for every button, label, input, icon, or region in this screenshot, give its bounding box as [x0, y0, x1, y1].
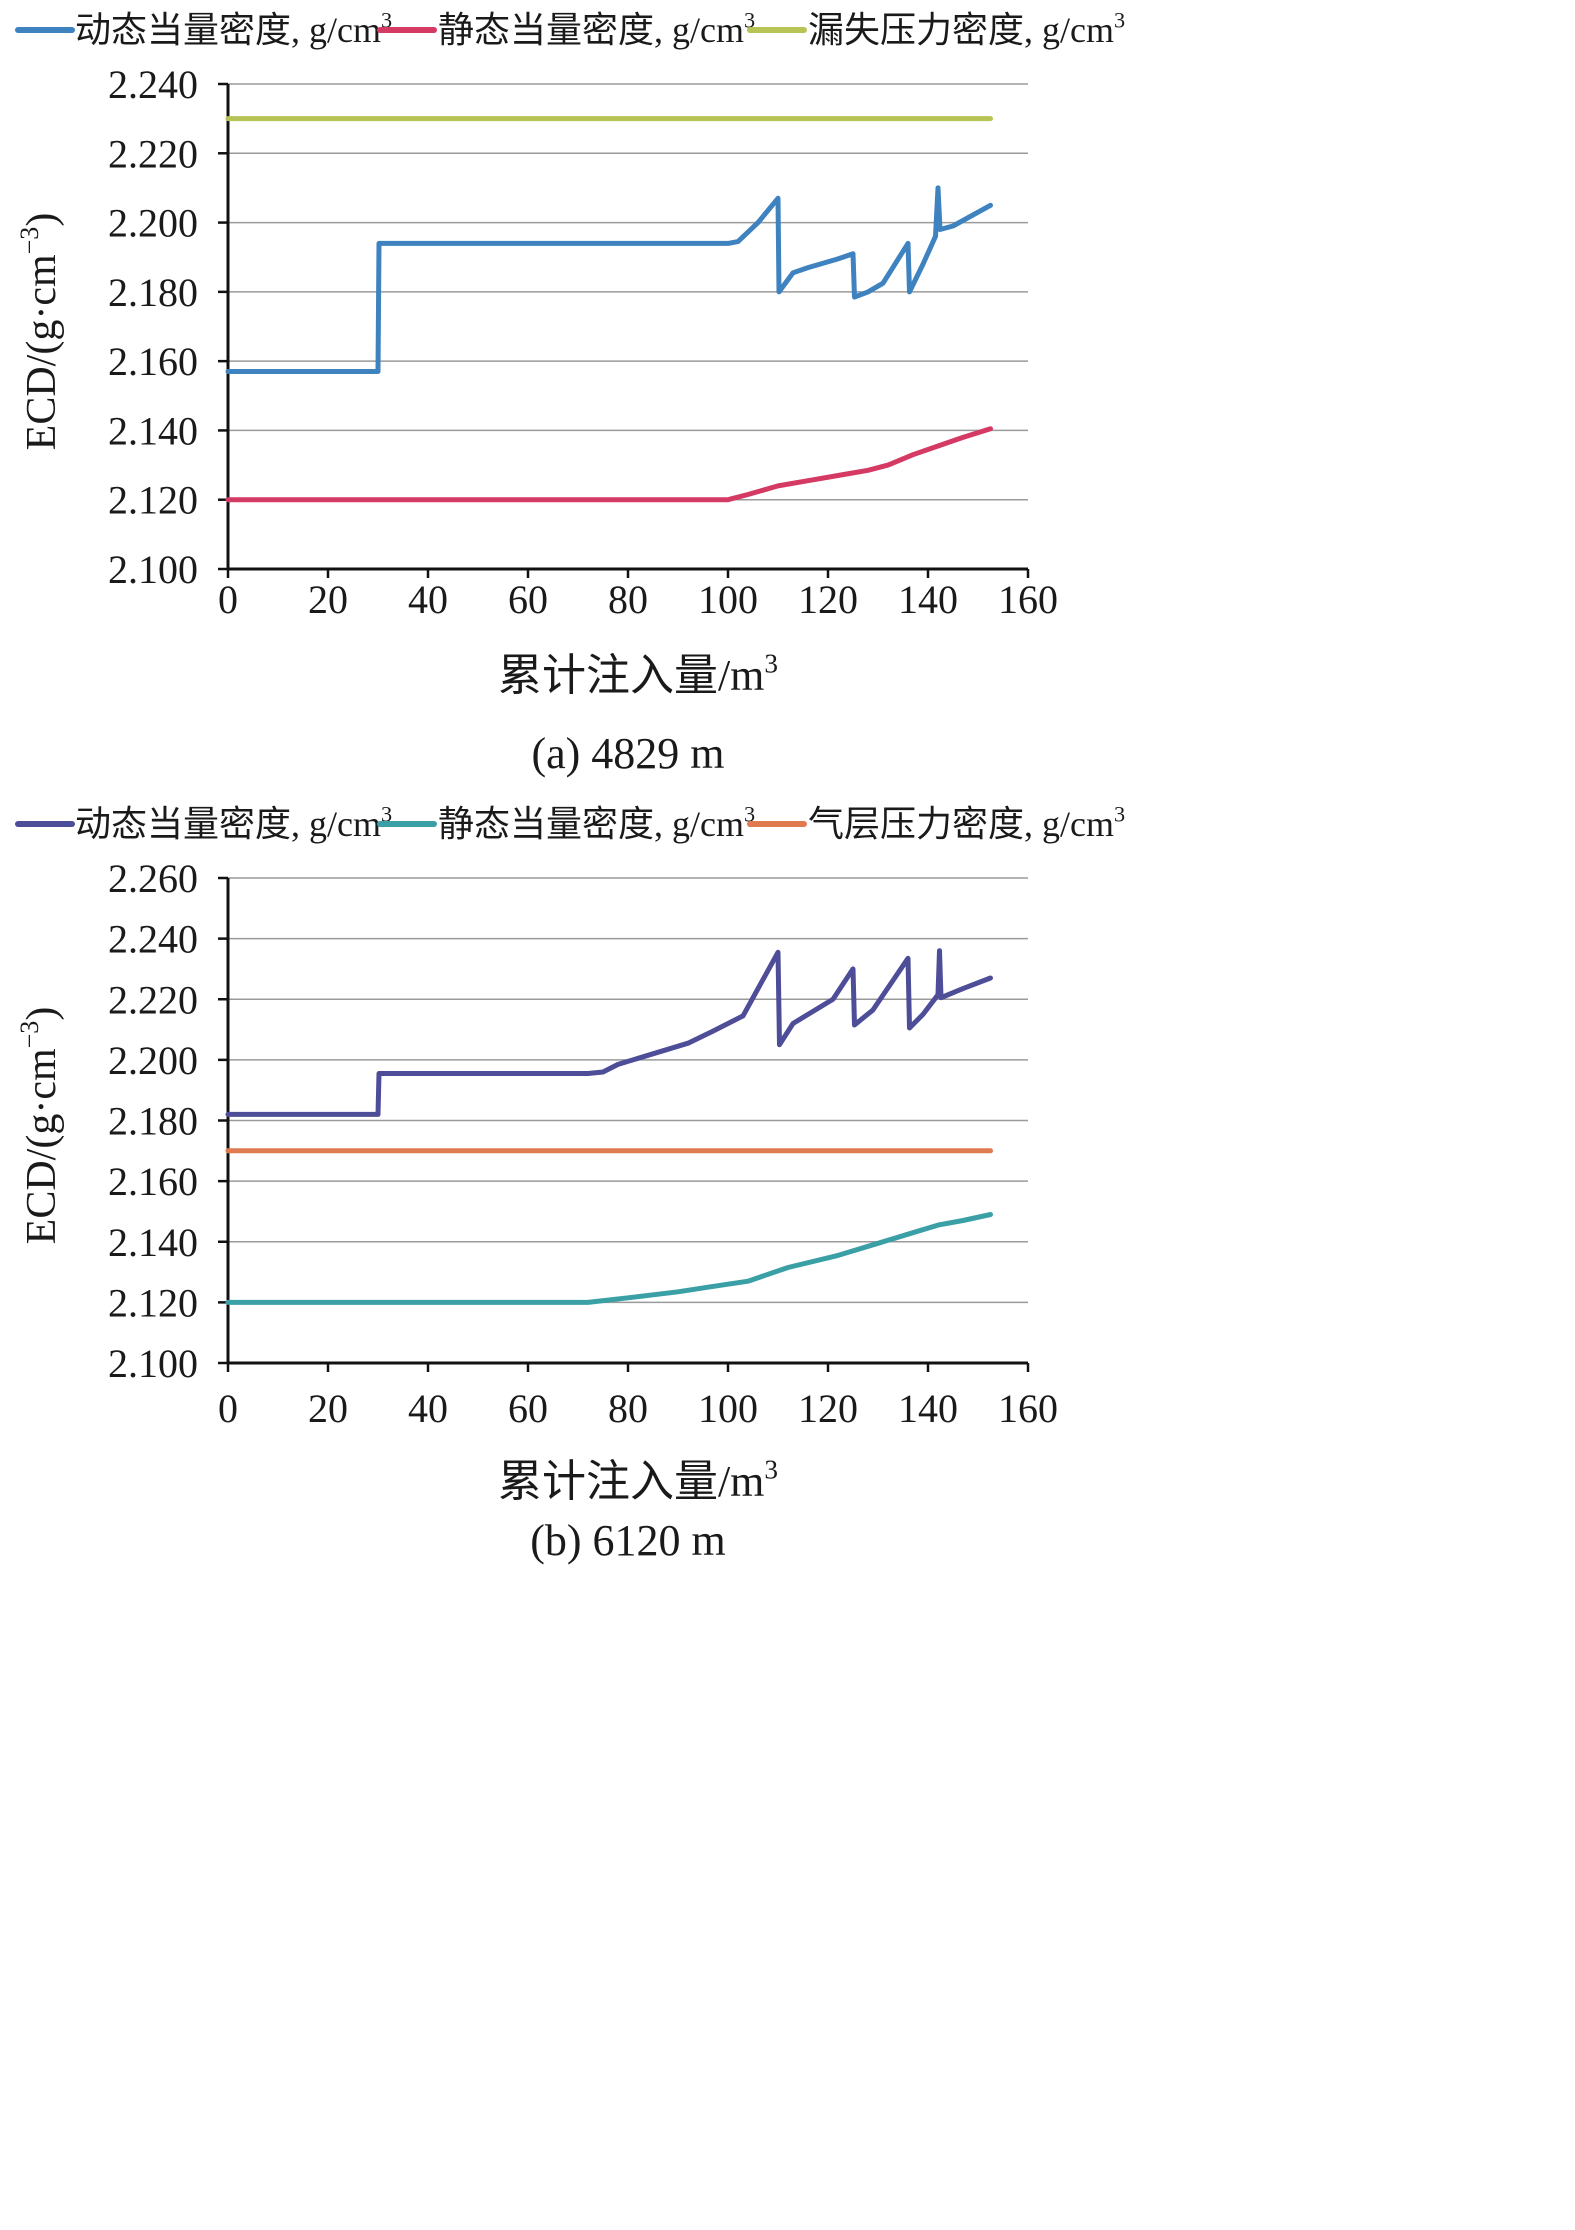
x-tick-label: 120 — [798, 577, 858, 622]
y-axis-label: ECD/(g·cm−3) — [15, 213, 65, 451]
y-tick-label: 2.240 — [108, 917, 198, 962]
y-tick-label: 2.240 — [108, 62, 198, 107]
y-tick-label: 2.180 — [108, 270, 198, 315]
y-tick-label: 2.200 — [108, 1038, 198, 1083]
legend-label: 静态当量密度, g/cm3 — [438, 802, 755, 844]
legend-label: 动态当量密度, g/cm3 — [75, 802, 392, 844]
x-tick-label: 80 — [608, 1386, 648, 1431]
x-tick-label: 140 — [898, 1386, 958, 1431]
legend-label: 气层压力密度, g/cm3 — [808, 802, 1125, 844]
series-line-1 — [225, 185, 993, 374]
y-axis-label: ECD/(g·cm−3) — [15, 1007, 65, 1245]
x-tick-label: 120 — [798, 1386, 858, 1431]
y-tick-label: 2.140 — [108, 408, 198, 453]
x-tick-label: 40 — [408, 577, 448, 622]
legend-label: 静态当量密度, g/cm3 — [438, 8, 755, 50]
x-tick-label: 140 — [898, 577, 958, 622]
chart-caption: (a) 4829 m — [531, 729, 724, 778]
series-line-2 — [225, 426, 993, 503]
chart-panel-b: 2.100 2.120 2.140 2.160 2.180 2.200 2.220 2.240… — [15, 802, 1125, 1565]
x-axis-label: 累计注入量/m3 — [498, 648, 778, 700]
y-tick-label: 2.200 — [108, 201, 198, 246]
y-tick-label: 2.100 — [108, 547, 198, 592]
x-axis-label: 累计注入量/m3 — [498, 1454, 778, 1506]
legend-label: 漏失压力密度, g/cm3 — [808, 8, 1125, 50]
y-tick-label: 2.160 — [108, 1159, 198, 1204]
x-tick-label: 0 — [218, 1386, 238, 1431]
y-tick-label: 2.120 — [108, 1280, 198, 1325]
y-tick-label: 2.160 — [108, 339, 198, 384]
x-tick-label: 100 — [698, 1386, 758, 1431]
y-tick-label: 2.220 — [108, 131, 198, 176]
x-tick-label: 0 — [218, 577, 238, 622]
x-tick-label: 20 — [308, 1386, 348, 1431]
x-tick-label: 160 — [998, 1386, 1058, 1431]
chart-caption: (b) 6120 m — [530, 1516, 726, 1565]
x-tick-label: 60 — [508, 577, 548, 622]
x-tick-label: 60 — [508, 1386, 548, 1431]
y-tick-label: 2.220 — [108, 977, 198, 1022]
y-tick-label: 2.180 — [108, 1099, 198, 1144]
x-tick-label: 20 — [308, 577, 348, 622]
x-tick-label: 100 — [698, 577, 758, 622]
y-tick-label: 2.260 — [108, 856, 198, 901]
x-tick-label: 160 — [998, 577, 1058, 622]
y-tick-label: 2.140 — [108, 1220, 198, 1265]
chart-panel-a: 2.100 2.120 2.140 2.160 2.180 2.200 2.220 2.240… — [15, 8, 1125, 778]
x-tick-label: 80 — [608, 577, 648, 622]
y-tick-label: 2.120 — [108, 478, 198, 523]
x-tick-label: 40 — [408, 1386, 448, 1431]
y-tick-label: 2.100 — [108, 1341, 198, 1386]
legend-label: 动态当量密度, g/cm3 — [75, 8, 392, 50]
series-line-2 — [225, 1212, 993, 1305]
series-line-1 — [225, 948, 993, 1117]
